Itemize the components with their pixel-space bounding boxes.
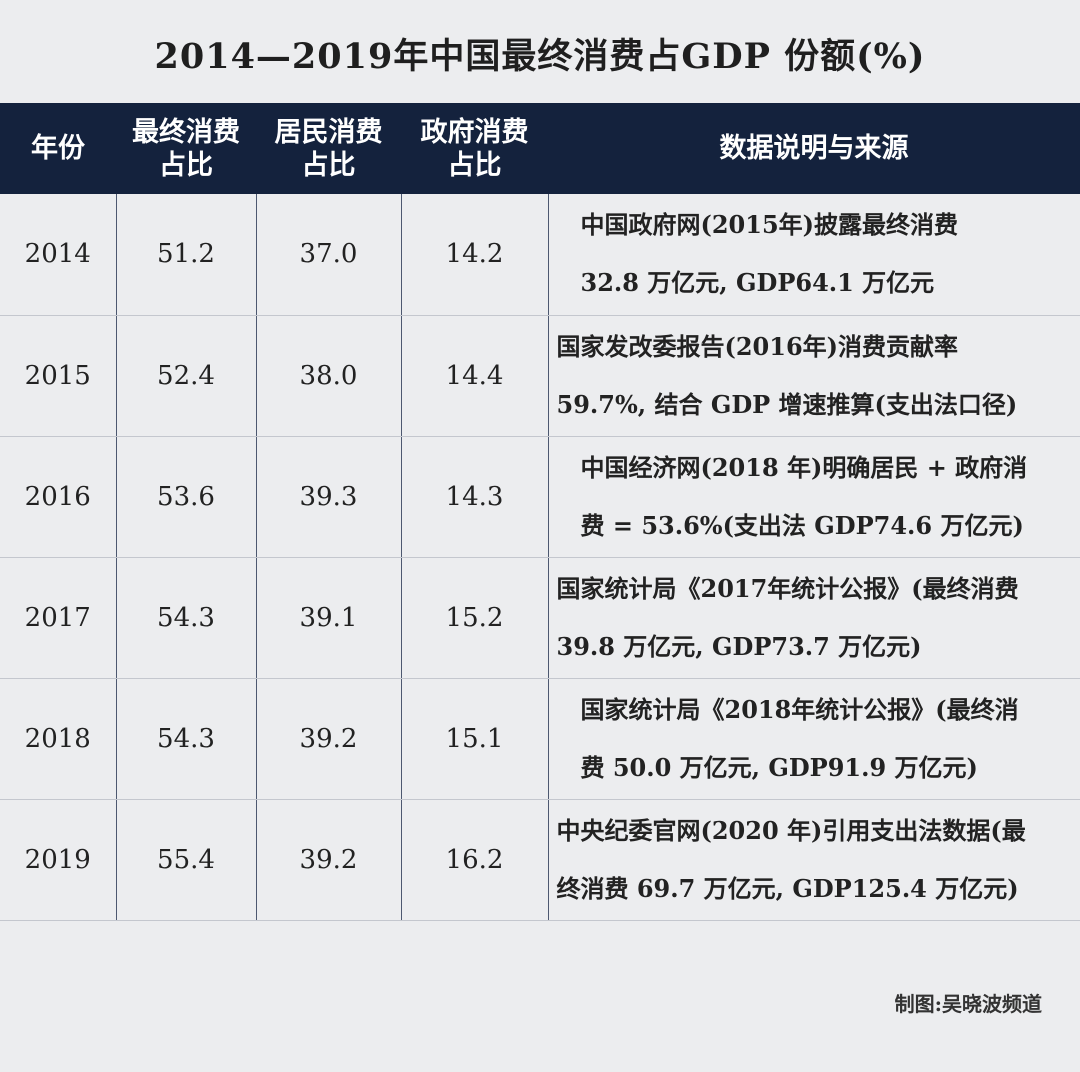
header-year: 年份: [31, 133, 85, 164]
header-source: 数据说明与来源: [719, 133, 909, 164]
cell-source: 中央纪委官网(2020 年)引用支出法数据(最 终消费 69.7 万亿元, GDP…: [548, 799, 1080, 921]
cell-government: 14.4: [401, 315, 549, 437]
cell-household: 37.0: [256, 194, 402, 316]
cell-source: 国家发改委报告(2016年)消费贡献率 59.7%, 结合 GDP 增速推算(支出…: [548, 315, 1080, 437]
cell-government: 15.2: [401, 557, 549, 679]
cell-source: 中国经济网(2018 年)明确居民 + 政府消费 = 53.6%(支出法 GDP…: [548, 436, 1080, 558]
cell-government: 16.2: [401, 799, 549, 921]
table-row: 2015 52.4 38.0 14.4 国家发改委报告(2016年)消费贡献率 5…: [0, 315, 1080, 437]
cell-government: 14.3: [401, 436, 549, 558]
cell-final: 52.4: [116, 315, 257, 437]
cell-final: 53.6: [116, 436, 257, 558]
cell-source: 国家统计局《2018年统计公报》(最终消费 50.0 万亿元, GDP91.9 …: [548, 678, 1080, 800]
cell-source: 国家统计局《2017年统计公报》(最终消费 39.8 万亿元, GDP73.7 万…: [548, 557, 1080, 679]
header-household-consumption: 居民消费 占比: [274, 116, 383, 181]
cell-year: 2017: [0, 557, 117, 679]
cell-final: 54.3: [116, 557, 257, 679]
table-row: 2016 53.6 39.3 14.3 中国经济网(2018 年)明确居民 + …: [0, 436, 1080, 558]
cell-year: 2018: [0, 678, 117, 800]
header-final-consumption: 最终消费 占比: [132, 116, 240, 181]
table-row: 2017 54.3 39.1 15.2 国家统计局《2017年统计公报》(最终消…: [0, 557, 1080, 679]
cell-final: 51.2: [116, 194, 257, 316]
cell-household: 39.2: [256, 799, 402, 921]
cell-source: 中国政府网(2015年)披露最终消费 32.8 万亿元, GDP64.1 万亿元: [548, 194, 1080, 316]
table-row: 2018 54.3 39.2 15.1 国家统计局《2018年统计公报》(最终消…: [0, 678, 1080, 800]
cell-year: 2016: [0, 436, 117, 558]
cell-final: 55.4: [116, 799, 257, 921]
cell-year: 2014: [0, 194, 117, 316]
cell-final: 54.3: [116, 678, 257, 800]
cell-household: 38.0: [256, 315, 402, 437]
cell-year: 2019: [0, 799, 117, 921]
cell-year: 2015: [0, 315, 117, 437]
cell-government: 15.1: [401, 678, 549, 800]
table-row: 2014 51.2 37.0 14.2 中国政府网(2015年)披露最终消费 32…: [0, 194, 1080, 316]
cell-household: 39.1: [256, 557, 402, 679]
data-table: 年份 最终消费 占比 居民消费 占比 政府消费 占比 数据说明与来源 2014 51.…: [0, 103, 1080, 921]
header-government-consumption: 政府消费 占比: [420, 116, 529, 181]
chart-title: 2014—2019年中国最终消费占GDP 份额(%): [154, 36, 926, 77]
cell-government: 14.2: [401, 194, 549, 316]
cell-household: 39.2: [256, 678, 402, 800]
table-row: 2019 55.4 39.2 16.2 中央纪委官网(2020 年)引用支出法数…: [0, 799, 1080, 921]
credit-label: 制图:吴晓波频道: [894, 992, 1042, 1016]
table-header-row: 年份 最终消费 占比 居民消费 占比 政府消费 占比 数据说明与来源: [0, 103, 1080, 194]
cell-household: 39.3: [256, 436, 402, 558]
